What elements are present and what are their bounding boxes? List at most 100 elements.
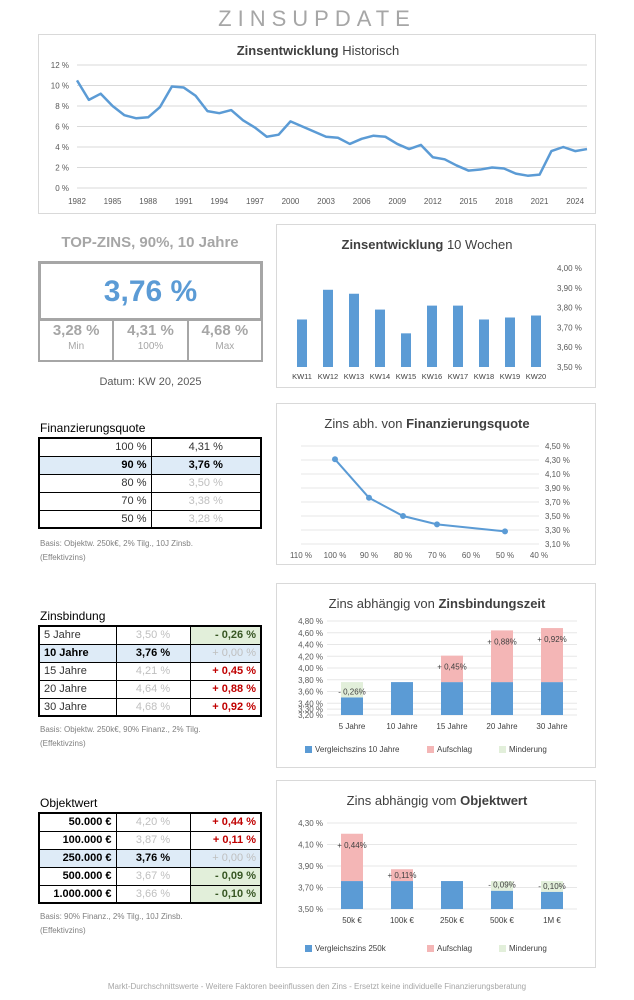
y-tick-label: 3,20 % — [298, 711, 323, 720]
stat-100-value: 4,31 % — [127, 322, 174, 339]
x-tick-label: 2012 — [424, 197, 442, 206]
x-tick-label: 500k € — [490, 916, 515, 925]
bar-base — [541, 891, 563, 909]
finanz-quote: 50 % — [38, 509, 152, 529]
stat-min-label: Min — [68, 341, 85, 352]
objekt-diff: + 0,44 % — [189, 812, 262, 832]
bindung-jahre: 30 Jahre — [38, 697, 117, 717]
stat-max-label: Max — [215, 341, 235, 352]
stat-100: 4,31 % 100% — [114, 318, 189, 360]
quote-line — [334, 458, 506, 533]
y-tick-label: 3,70 % — [545, 498, 570, 507]
top-zins-value: 3,76 % — [38, 261, 263, 321]
y-tick-label: 4,30 % — [298, 819, 323, 828]
x-tick-label: 2003 — [317, 197, 335, 206]
x-tick-label: 1982 — [68, 197, 86, 206]
datum: Datum: KW 20, 2025 — [99, 376, 202, 388]
y-tick-label: 2 % — [55, 164, 69, 173]
legend-swatch — [305, 746, 312, 753]
y-tick-label: 3,60 % — [298, 688, 323, 697]
weeks-chart: Zinsentwicklung 10 Wochen 3,50 % 3,60 % 3,7… — [292, 237, 582, 381]
bindung-heading: Zinsbindung — [40, 609, 106, 623]
x-tick-label: 10 Jahre — [386, 722, 418, 731]
chart-title-part: 10 Wochen — [443, 237, 512, 252]
x-tick-label: KW20 — [526, 372, 546, 381]
x-tick-label: 100 % — [324, 551, 347, 560]
finanz-note-line1: Basis: Objektw. 250k€, 2% Tilg., 10J Zin… — [40, 539, 193, 548]
finanz-zins: 4,31 % — [150, 437, 262, 457]
finanz-table: 100 % 4,31 % 90 % 3,76 % 80 % 3,50 % 70 % 3,… — [38, 437, 262, 529]
data-label: - 0,26% — [338, 687, 366, 696]
bar-aufschlag — [491, 630, 513, 683]
table-row: 5 Jahre 3,50 % - 0,26 % — [38, 625, 262, 645]
x-tick-label: 1985 — [104, 197, 122, 206]
x-tick-label: 80 % — [394, 551, 412, 560]
bar-aufschlag — [341, 833, 363, 882]
x-tick-label: 1M € — [543, 916, 561, 925]
bindung-zins: 4,68 % — [115, 697, 191, 717]
x-tick-label: 15 Jahre — [436, 722, 468, 731]
objekt-diff: - 0,09 % — [189, 866, 262, 886]
chart-title: Zins abhängig von Zinsbindungszeit — [329, 596, 546, 611]
bindung-note-line1: Basis: Objektw. 250k€, 90% Finanz., 2% T… — [40, 725, 201, 734]
x-tick-label: KW18 — [474, 372, 494, 381]
chart-title-part: Zinsentwicklung — [342, 237, 444, 252]
data-point — [434, 521, 440, 528]
objekt-wert: 250.000 € — [38, 848, 117, 868]
history-chart: Zinsentwicklung Historisch 0 % 2 % 4 % 6 % 8 … — [51, 43, 588, 206]
bar — [401, 333, 411, 367]
bindung-zins: 3,50 % — [115, 625, 191, 645]
objekt-diff: - 0,10 % — [189, 884, 262, 904]
y-tick-label: 0 % — [55, 184, 69, 193]
y-tick-label: 10 % — [51, 82, 69, 91]
bindung-note: Basis: Objektw. 250k€, 90% Finanz., 2% T… — [40, 723, 201, 751]
chart-title: Zinsentwicklung Historisch — [237, 43, 400, 58]
data-label: + 0,11% — [388, 871, 417, 880]
x-tick-label: KW17 — [448, 372, 468, 381]
page-title: ZINSUPDATE — [218, 6, 416, 31]
bar-minderung — [341, 682, 363, 698]
finanz-quote: 80 % — [38, 473, 152, 493]
legend-swatch — [499, 945, 506, 952]
chart-title: Zins abh. von Finanzierungsquote — [324, 416, 529, 431]
y-tick-label: 3,90 % — [557, 284, 582, 293]
x-tick-label: KW16 — [422, 372, 442, 381]
y-tick-label: 3,10 % — [545, 540, 570, 549]
bindung-jahre: 10 Jahre — [38, 643, 117, 663]
table-row: 80 % 3,50 % — [38, 473, 262, 493]
table-row: 1.000.000 €3,66 % - 0,10 % — [38, 884, 262, 904]
x-tick-label: KW13 — [344, 372, 364, 381]
x-tick-label: KW19 — [500, 372, 520, 381]
legend-label: Minderung — [509, 745, 547, 754]
y-tick-label: 4,40 % — [298, 641, 323, 650]
x-tick-label: 1991 — [175, 197, 193, 206]
finanz-quote: 90 % — [38, 455, 152, 475]
chart-title-part: Objektwert — [460, 793, 528, 808]
stat-max: 4,68 % Max — [189, 318, 261, 360]
table-row: 70 % 3,38 % — [38, 491, 262, 511]
stat-max-value: 4,68 % — [201, 322, 249, 339]
x-tick-label: 50k € — [342, 916, 362, 925]
x-tick-label: 2021 — [531, 197, 549, 206]
finanz-heading: Finanzierungsquote — [40, 421, 146, 435]
x-tick-label: KW11 — [292, 372, 312, 381]
x-tick-label: 2024 — [566, 197, 584, 206]
y-tick-label: 4,80 % — [298, 617, 323, 626]
x-tick-label: 2015 — [459, 197, 477, 206]
bindung-zins: 3,76 % — [115, 643, 191, 663]
bar-aufschlag — [541, 628, 563, 683]
x-tick-label: 20 Jahre — [486, 722, 518, 731]
bindung-jahre: 15 Jahre — [38, 661, 117, 681]
top-zins-label: TOP-ZINS, 90%, 10 Jahre — [61, 234, 239, 251]
objekt-zins: 3,76 % — [115, 848, 191, 868]
y-tick-label: 4,00 % — [298, 664, 323, 673]
bar-base — [441, 881, 463, 909]
y-tick-label: 4,30 % — [545, 456, 570, 465]
x-tick-label: 5 Jahre — [339, 722, 366, 731]
x-tick-label: KW15 — [396, 372, 416, 381]
y-tick-label: 3,70 % — [298, 884, 323, 893]
legend-label: Vergleichszins 250k — [315, 944, 387, 953]
legend-label: Aufschlag — [437, 745, 472, 754]
y-tick-label: 3,80 % — [557, 304, 582, 313]
table-row: 10 Jahre 3,76 % + 0,00 % — [38, 643, 262, 663]
